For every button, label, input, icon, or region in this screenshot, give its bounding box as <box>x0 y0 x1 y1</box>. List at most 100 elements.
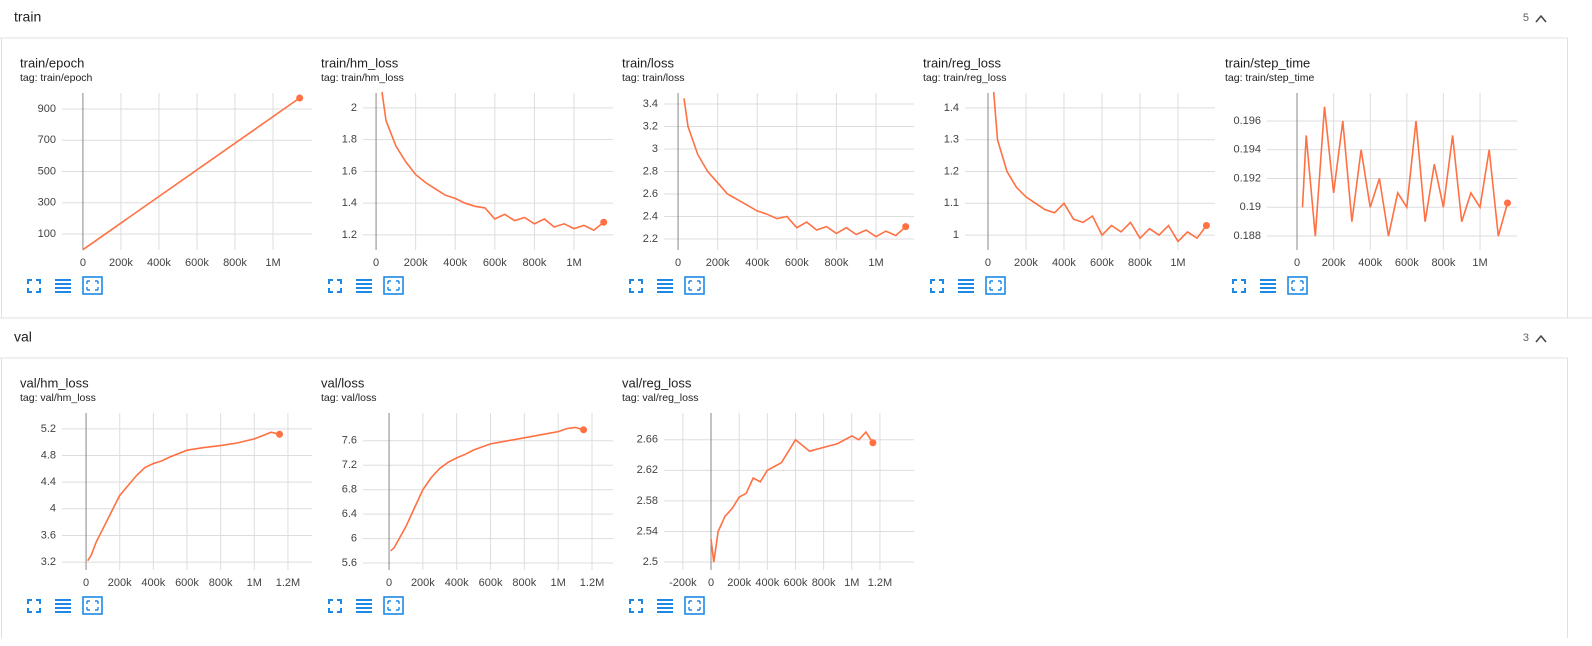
log-scale-button[interactable] <box>1260 279 1276 293</box>
last-point <box>869 439 877 447</box>
x-tick-label: 800k <box>512 577 536 589</box>
icon-bar <box>1260 287 1276 289</box>
chart-title: val/reg_loss <box>622 375 692 390</box>
chart-title: val/hm_loss <box>20 375 89 390</box>
y-tick-label: 6.8 <box>342 484 357 496</box>
x-tick-label: 600k <box>1395 257 1419 269</box>
fit-domain-button[interactable] <box>985 276 1006 295</box>
y-tick-label: 3 <box>652 143 658 155</box>
x-tick-label: 1M <box>247 577 262 589</box>
fullscreen-button[interactable] <box>1232 279 1246 293</box>
fullscreen-button[interactable] <box>27 279 41 293</box>
chart-tag: tag: train/epoch <box>20 72 93 84</box>
icon-bar <box>1260 291 1276 293</box>
section-title: val <box>14 329 32 345</box>
x-tick-label: 0 <box>80 257 86 269</box>
x-tick-label: 1M <box>844 577 859 589</box>
y-tick-label: 1.4 <box>342 197 357 209</box>
fullscreen-button[interactable] <box>629 599 643 613</box>
y-tick-label: 3.2 <box>41 556 56 568</box>
icon-frame <box>383 276 404 295</box>
x-tick-label: 1.2M <box>868 577 892 589</box>
x-tick-label: 600k <box>185 257 209 269</box>
icon-arrows <box>86 280 99 291</box>
y-tick-label: 2.62 <box>637 464 658 476</box>
chart-tag: tag: val/hm_loss <box>20 392 96 404</box>
last-point <box>1202 222 1210 230</box>
fit-domain-button[interactable] <box>684 596 705 615</box>
icon-arrows <box>1291 280 1304 291</box>
x-tick-label: 0 <box>708 577 714 589</box>
log-scale-button[interactable] <box>356 279 372 293</box>
x-tick-label: 800k <box>812 577 836 589</box>
log-scale-button[interactable] <box>356 599 372 613</box>
chart-toolbar <box>629 276 705 295</box>
icon-bar <box>958 291 974 293</box>
icon-bar <box>1260 283 1276 285</box>
fit-domain-button[interactable] <box>684 276 705 295</box>
y-tick-label: 700 <box>38 134 56 146</box>
section-count: 5 <box>1523 12 1529 24</box>
fit-domain-button[interactable] <box>1287 276 1308 295</box>
log-scale-button[interactable] <box>657 599 673 613</box>
fullscreen-icon <box>629 599 643 613</box>
x-tick-label: 400k <box>443 257 467 269</box>
log-scale-button[interactable] <box>55 599 71 613</box>
y-tick-label: 1.2 <box>944 165 959 177</box>
chart-toolbar <box>1232 276 1308 295</box>
x-tick-label: -200k <box>669 577 697 589</box>
chart-toolbar <box>930 276 1006 295</box>
log-scale-button[interactable] <box>958 279 974 293</box>
y-tick-label: 100 <box>38 228 56 240</box>
fit-domain-button[interactable] <box>383 276 404 295</box>
fullscreen-icon <box>629 279 643 293</box>
x-tick-label: 1M <box>551 577 566 589</box>
last-point <box>580 426 588 434</box>
fullscreen-button[interactable] <box>27 599 41 613</box>
x-tick-label: 200k <box>706 257 730 269</box>
fit-domain-button[interactable] <box>82 596 103 615</box>
x-tick-label: 200k <box>1014 257 1038 269</box>
x-tick-label: 200k <box>727 577 751 589</box>
icon-bar <box>958 279 974 281</box>
icon-bar <box>958 287 974 289</box>
collapse-button[interactable] <box>1535 334 1547 343</box>
last-point <box>1503 199 1511 207</box>
y-tick-label: 4.4 <box>41 476 56 488</box>
x-tick-label: 800k <box>223 257 247 269</box>
icon-bar <box>356 283 372 285</box>
fit-domain-button[interactable] <box>383 596 404 615</box>
x-tick-label: 0 <box>386 577 392 589</box>
collapse-button[interactable] <box>1535 14 1547 23</box>
fullscreen-button[interactable] <box>930 279 944 293</box>
series-line <box>992 91 1208 243</box>
fullscreen-button[interactable] <box>629 279 643 293</box>
icon-bar <box>55 291 71 293</box>
x-tick-label: 1M <box>566 257 581 269</box>
fullscreen-button[interactable] <box>328 599 342 613</box>
y-tick-label: 2.5 <box>643 556 658 568</box>
x-tick-label: 200k <box>108 577 132 589</box>
icon-bar <box>657 279 673 281</box>
fullscreen-icon <box>328 599 342 613</box>
fullscreen-icon <box>27 279 41 293</box>
y-tick-label: 6.4 <box>342 508 357 520</box>
icon-bar <box>356 287 372 289</box>
y-tick-label: 2.66 <box>637 434 658 446</box>
y-tick-label: 1.6 <box>342 165 357 177</box>
y-tick-label: 4 <box>50 503 56 515</box>
icon-frame <box>1287 276 1308 295</box>
y-tick-label: 1.4 <box>944 102 959 114</box>
fit-domain-button[interactable] <box>82 276 103 295</box>
log-scale-button[interactable] <box>657 279 673 293</box>
section-title: train <box>14 9 41 25</box>
icon-bar <box>55 287 71 289</box>
x-tick-label: 600k <box>1090 257 1114 269</box>
icon-bar <box>657 603 673 605</box>
icon-bar <box>1260 279 1276 281</box>
y-tick-label: 1.8 <box>342 134 357 146</box>
log-scale-button[interactable] <box>55 279 71 293</box>
chart-title: val/loss <box>321 375 365 390</box>
fullscreen-button[interactable] <box>328 279 342 293</box>
